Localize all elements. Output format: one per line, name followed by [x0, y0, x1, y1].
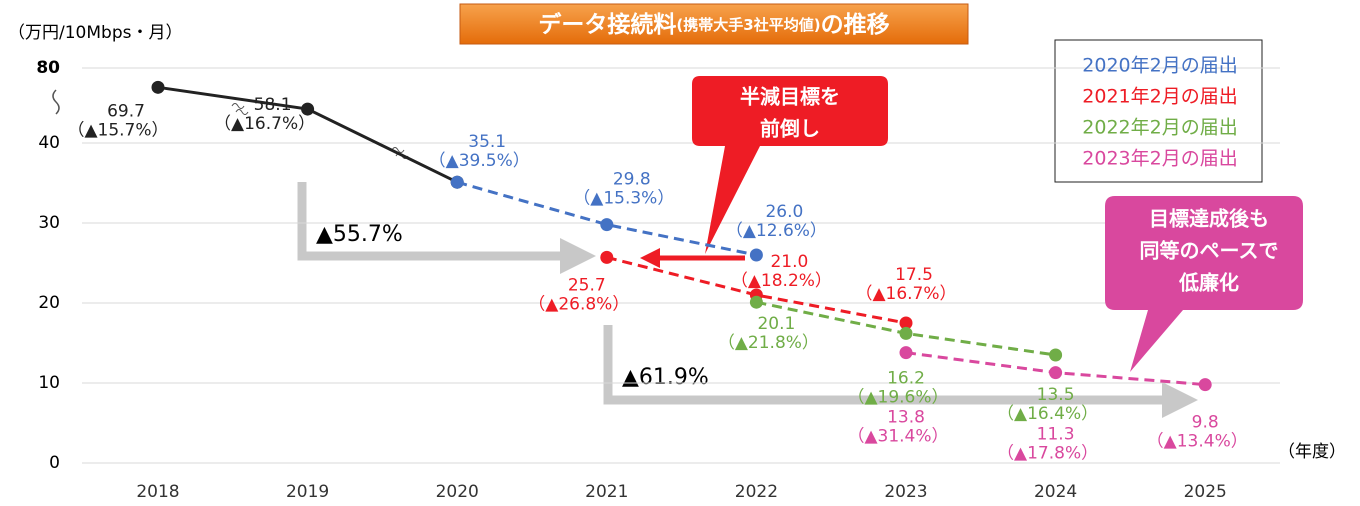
data-point	[899, 316, 913, 330]
y-tick-label: 30	[38, 213, 60, 233]
data-label: 25.7	[568, 275, 606, 295]
callout	[1105, 196, 1303, 372]
axis-break	[52, 89, 60, 115]
data-label: 9.8	[1192, 413, 1219, 433]
title-box	[459, 3, 969, 45]
chart-title: データ接続料(携帯大手3社平均値)の推移	[538, 11, 889, 38]
x-tick-label: 2022	[735, 482, 778, 502]
legend-entry: 2021年2月の届出	[1082, 86, 1237, 108]
data-point	[301, 102, 315, 116]
data-point	[899, 326, 913, 340]
x-tick-label: 2020	[436, 482, 479, 502]
data-label: 13.5	[1037, 385, 1075, 405]
data-point	[1198, 378, 1212, 392]
data-label: 17.5	[895, 265, 933, 285]
change-label: （▲21.8%）	[718, 333, 819, 353]
change-label: （▲16.7%）	[855, 284, 956, 304]
data-label: 26.0	[765, 202, 803, 222]
x-tick-label: 2019	[286, 482, 329, 502]
x-tick-label: 2021	[585, 482, 628, 502]
reduction-arrow	[297, 182, 596, 274]
x-tick-label: 2023	[884, 482, 927, 502]
change-label: （▲15.7%）	[67, 120, 168, 140]
change-label: （▲26.8%）	[528, 294, 629, 314]
data-point	[1049, 348, 1063, 362]
data-label: 13.8	[887, 408, 925, 428]
data-label: 35.1	[468, 132, 506, 152]
x-tick-label: 2018	[136, 482, 179, 502]
annotation: ▲61.9%	[622, 365, 709, 390]
legend-entry: 2023年2月の届出	[1082, 148, 1237, 170]
data-label: 16.2	[887, 368, 925, 388]
annotation: ▲55.7%	[316, 222, 403, 247]
legend-entry: 2022年2月の届出	[1082, 117, 1237, 139]
data-label: 11.3	[1037, 425, 1075, 445]
data-point	[899, 346, 913, 360]
x-tick-label: 2025	[1184, 482, 1227, 502]
series-line	[456, 180, 757, 257]
callout-text: 低廉化	[1178, 271, 1239, 295]
legend-box	[1054, 39, 1263, 183]
data-point	[749, 295, 763, 309]
data-point	[600, 250, 614, 264]
y-axis-label: （万円/10Mbps・月）	[8, 23, 182, 43]
data-label: 58.1	[254, 95, 292, 115]
data-label: 20.1	[757, 314, 795, 334]
y-tick-label: 0	[49, 453, 60, 473]
change-label: （▲12.6%）	[726, 221, 827, 241]
data-label: 21.0	[770, 252, 808, 272]
data-point	[151, 80, 165, 94]
reduction-arrow	[603, 325, 1198, 418]
change-label: （▲17.8%）	[997, 444, 1098, 464]
data-label: 29.8	[613, 170, 651, 190]
y-tick-label: 80	[36, 58, 60, 78]
change-label: （▲19.6%）	[847, 387, 948, 407]
x-axis-label: （年度）	[1278, 442, 1346, 462]
change-label: （▲16.7%）	[214, 114, 315, 134]
data-point	[1049, 366, 1063, 380]
y-tick-label: 10	[38, 373, 60, 393]
callout-text: 前倒し	[760, 117, 820, 141]
series-line	[606, 255, 907, 325]
x-tick-label: 2024	[1034, 482, 1077, 502]
change-label: （▲16.4%）	[997, 404, 1098, 424]
series-line	[157, 85, 458, 184]
y-tick-label: 20	[38, 293, 60, 313]
change-label: （▲18.2%）	[731, 271, 832, 291]
legend-entry: 2020年2月の届出	[1082, 55, 1237, 77]
data-point	[450, 175, 464, 189]
callout-text: 同等のペースで	[1140, 239, 1279, 263]
data-point	[600, 218, 614, 232]
callout	[692, 76, 888, 254]
change-label: （▲13.4%）	[1147, 432, 1248, 452]
change-label: （▲15.3%）	[573, 189, 674, 209]
data-point	[749, 248, 763, 262]
callout-text: 半減目標を	[740, 85, 840, 109]
line-break	[231, 103, 249, 115]
change-label: （▲31.4%）	[847, 427, 948, 447]
callout-text: 目標達成後も	[1149, 207, 1269, 231]
change-label: （▲39.5%）	[429, 151, 530, 171]
data-label: 69.7	[107, 101, 145, 121]
y-tick-label: 40	[38, 133, 60, 153]
